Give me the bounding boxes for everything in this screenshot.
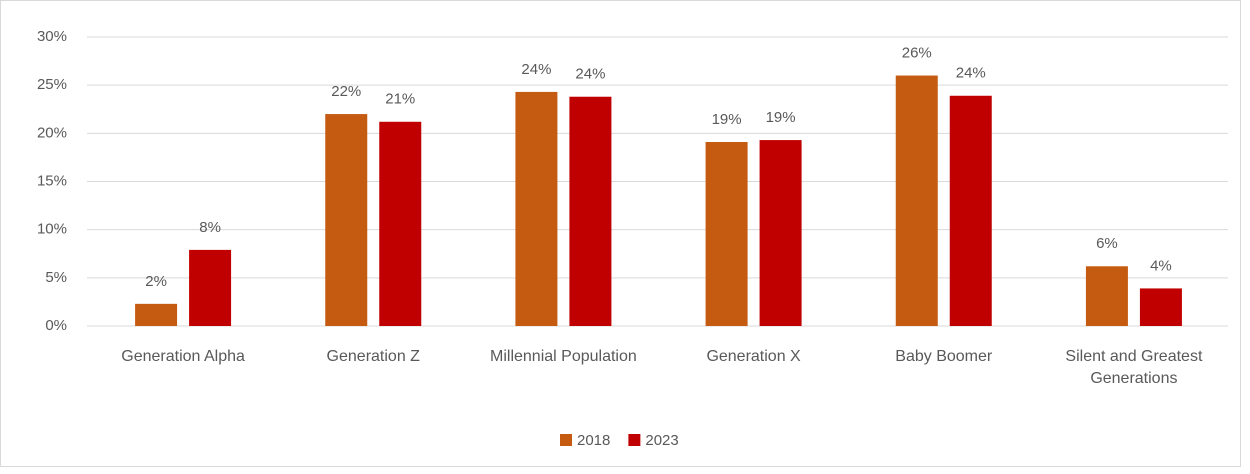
bar [759, 140, 802, 326]
value-label: 8% [199, 219, 221, 236]
x-tick-label: Baby Boomer [895, 348, 993, 365]
y-tick-label: 5% [45, 269, 67, 286]
bar [949, 95, 992, 326]
value-label: 4% [1150, 257, 1172, 274]
chart-border [0, 0, 1241, 467]
x-tick-label: Generation Alpha [121, 348, 245, 365]
y-tick-label: 20% [37, 124, 67, 141]
bar [705, 142, 748, 326]
bar [325, 114, 368, 326]
bar [515, 91, 558, 326]
legend-swatch [560, 434, 572, 446]
x-tick-label: Generation X [706, 348, 801, 365]
y-tick-label: 30% [37, 28, 67, 45]
legend-label: 2023 [645, 432, 678, 449]
value-label: 2% [145, 273, 167, 290]
bar [135, 303, 178, 326]
value-label: 24% [575, 66, 605, 83]
value-label: 6% [1096, 235, 1118, 252]
bar [189, 249, 232, 326]
value-label: 19% [766, 109, 796, 126]
y-tick-label: 25% [37, 76, 67, 93]
bar [379, 121, 422, 326]
value-label: 21% [385, 91, 415, 108]
bar [1085, 266, 1128, 326]
value-label: 26% [902, 45, 932, 62]
value-label: 24% [956, 65, 986, 82]
x-tick-label: Millennial Population [490, 348, 637, 365]
value-label: 19% [712, 111, 742, 128]
value-label: 22% [331, 83, 361, 100]
bar [569, 96, 612, 326]
x-tick-label: Silent and Greatest Generations [1065, 348, 1203, 387]
legend-label: 2018 [577, 432, 610, 449]
x-tick-label: Generation Z [326, 348, 420, 365]
bar [895, 75, 938, 327]
y-tick-label: 10% [37, 221, 67, 238]
bar [1139, 288, 1182, 326]
value-label: 24% [521, 61, 551, 78]
y-tick-label: 0% [45, 317, 67, 334]
legend-swatch [628, 434, 641, 446]
y-tick-label: 15% [37, 172, 67, 189]
